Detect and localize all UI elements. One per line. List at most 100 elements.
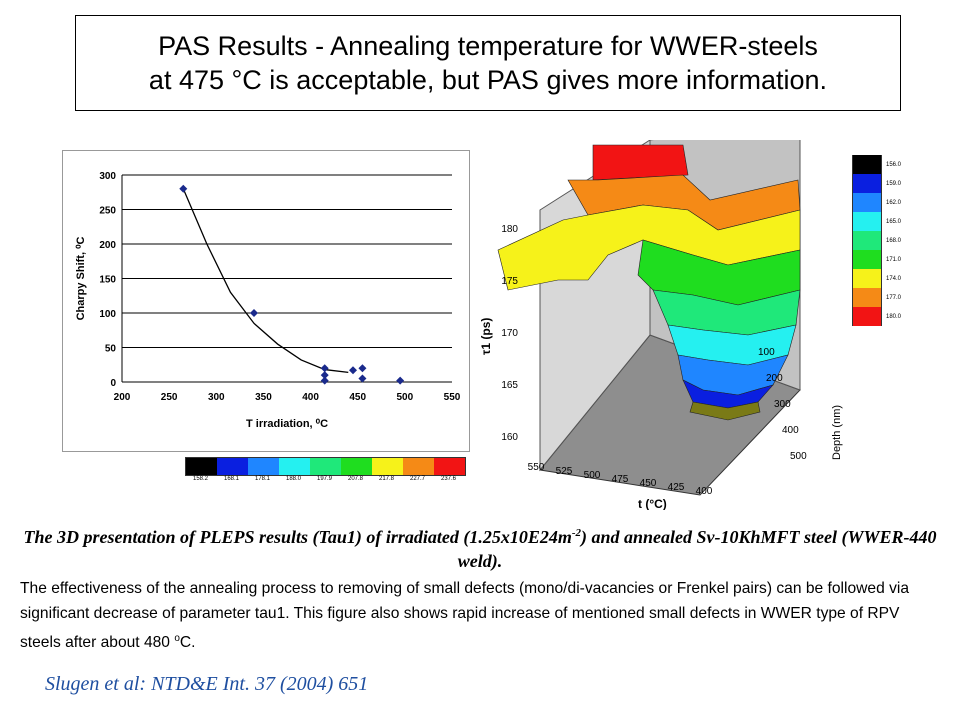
page-title: PAS Results - Annealing temperature for … — [149, 29, 827, 97]
legend-label: 174.0 — [886, 275, 902, 282]
z-tick-label: 175 — [501, 276, 518, 287]
trend-line — [182, 188, 349, 373]
legend-label: 159.0 — [886, 180, 902, 187]
data-point — [358, 364, 367, 373]
legend-row: 162.0 — [852, 193, 901, 212]
legend-swatch — [248, 458, 279, 475]
x-axis-ticks: 550 525 500 475 450 425 400 — [528, 462, 713, 497]
legend-label: 156.0 — [886, 161, 902, 168]
legend-swatch — [852, 193, 882, 212]
legend-label: 168.1 — [223, 476, 239, 482]
x-tick-label: 300 — [208, 392, 225, 403]
legend-swatch — [186, 458, 217, 475]
legend-labels: 158.2 168.1 178.1 188.0 197.9 207.8 217.8 227.7… — [185, 476, 466, 482]
legend-label: 217.8 — [378, 476, 394, 482]
legend-row: 171.0 — [852, 250, 901, 269]
x-tick-label: 525 — [556, 466, 573, 477]
y-axis-ticks: 100 200 300 400 500 — [758, 347, 807, 462]
data-point — [250, 309, 258, 317]
legend-label: 165.0 — [886, 218, 902, 225]
figure-caption: The 3D presentation of PLEPS results (Ta… — [20, 521, 940, 573]
legend-label: 162.0 — [886, 199, 902, 206]
body-paragraph: The effectiveness of the annealing proce… — [20, 576, 940, 655]
legend-row: 180.0 — [852, 307, 901, 326]
y-tick-label: 0 — [110, 378, 116, 389]
legend-label: 227.7 — [409, 476, 425, 482]
legend-row: 165.0 — [852, 212, 901, 231]
x-tick-label: 500 — [397, 392, 414, 403]
z-tick-label: 165 — [501, 380, 518, 391]
legend-swatch — [403, 458, 434, 475]
charpy-chart-svg: 0 50 100 150 200 250 300 200 250 300 350 400 450 500 5… — [75, 171, 461, 430]
legend-label: 158.2 — [192, 476, 208, 482]
x-tick-label: 500 — [584, 470, 601, 481]
legend-swatch — [372, 458, 403, 475]
legend-label: 177.0 — [886, 294, 902, 301]
legend-row: 159.0 — [852, 174, 901, 193]
legend-label: 178.1 — [254, 476, 270, 482]
data-point — [320, 376, 329, 385]
legend-swatch — [852, 231, 882, 250]
legend-row: 156.0 — [852, 155, 901, 174]
x-tick-label: 550 — [528, 462, 545, 473]
data-point — [320, 364, 329, 373]
x-tick-label: 475 — [612, 474, 629, 485]
title-line-1: PAS Results - Annealing temperature for … — [158, 31, 818, 61]
y-tick-label: 150 — [99, 275, 116, 286]
y-tick-label: 300 — [99, 171, 116, 182]
charpy-chart: 0 50 100 150 200 250 300 200 250 300 350 400 450 500 5… — [62, 150, 470, 452]
legend-label: 188.0 — [285, 476, 301, 482]
y-tick-label: 300 — [774, 399, 791, 410]
x-axis-label: t (°C) — [638, 497, 667, 510]
caption-sup: -2 — [571, 527, 581, 539]
x-tick-label: 450 — [640, 478, 657, 489]
x-tick-label: 450 — [349, 392, 366, 403]
y-axis-label: Depth (nm) — [831, 405, 843, 460]
legend-swatch — [852, 155, 882, 174]
data-point — [320, 371, 329, 380]
title-line-2: at 475 °C is acceptable, but PAS gives m… — [148, 65, 828, 95]
legend-label: 207.8 — [347, 476, 363, 482]
data-point — [179, 184, 188, 193]
legend-label: 180.0 — [886, 313, 902, 320]
z-axis-ticks: 160 165 170 175 180 — [501, 224, 518, 443]
legend-cells — [185, 457, 466, 476]
body-sup: o — [174, 633, 180, 644]
y-tick-label: 50 — [105, 344, 117, 355]
legend-swatch — [852, 269, 882, 288]
legend-label: 237.6 — [440, 476, 456, 482]
y-tick-label: 500 — [790, 451, 807, 462]
z-axis-label: τ1 (ps) — [479, 318, 493, 355]
x-axis-label: T irradiation, ⁰C — [246, 418, 328, 430]
citation: Slugen et al: NTD&E Int. 37 (2004) 651 — [45, 673, 369, 695]
y-tick-label: 100 — [758, 347, 775, 358]
legend-label: 168.0 — [886, 237, 902, 244]
surface-band-red — [592, 144, 689, 181]
body-part-2: C. — [179, 634, 196, 652]
legend-label: 197.9 — [316, 476, 332, 482]
legend-swatch — [852, 288, 882, 307]
caption-part-1: The 3D presentation of PLEPS results (Ta… — [23, 527, 572, 547]
legend-swatch — [310, 458, 341, 475]
horizontal-color-legend: 158.2 168.1 178.1 188.0 197.9 207.8 217.8 227.7… — [185, 457, 466, 482]
body-part-1: The effectiveness of the annealing proce… — [20, 580, 910, 652]
x-tick-label: 400 — [302, 392, 319, 403]
legend-swatch — [341, 458, 372, 475]
y-tick-label: 200 — [766, 373, 783, 384]
legend-swatch — [217, 458, 248, 475]
z-tick-label: 180 — [501, 224, 518, 235]
legend-swatch — [434, 458, 465, 475]
y-tick-label: 200 — [99, 240, 116, 251]
y-axis-label: Charpy Shift, ⁰C — [75, 237, 87, 321]
x-tick-label: 425 — [668, 482, 685, 493]
legend-swatch — [852, 212, 882, 231]
legend-swatch — [852, 307, 882, 326]
legend-row: 177.0 — [852, 288, 901, 307]
title-box: PAS Results - Annealing temperature for … — [75, 15, 901, 111]
legend-swatch — [852, 174, 882, 193]
x-tick-label: 550 — [444, 392, 461, 403]
chart-frame — [62, 150, 470, 452]
x-tick-label: 350 — [255, 392, 272, 403]
x-tick-label: 200 — [114, 392, 131, 403]
legend-label: 171.0 — [886, 256, 902, 263]
